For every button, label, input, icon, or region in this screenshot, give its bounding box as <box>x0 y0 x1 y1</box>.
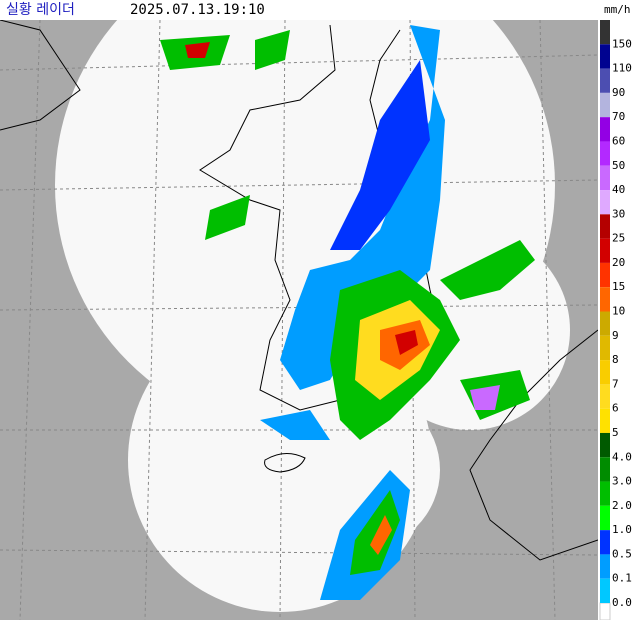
legend-swatch <box>600 360 610 385</box>
unit: mm/h <box>604 3 631 16</box>
legend-swatch <box>600 311 610 336</box>
legend-label: 40 <box>612 183 625 196</box>
legend-label: 90 <box>612 86 625 99</box>
legend-label: 10 <box>612 305 625 318</box>
legend-label: 0.0 <box>612 596 632 609</box>
legend-swatch <box>600 214 610 239</box>
legend-swatch <box>600 554 610 579</box>
legend-swatch <box>600 432 610 458</box>
legend-swatch <box>600 505 610 531</box>
legend-swatch <box>600 530 610 555</box>
legend-label: 0.5 <box>612 547 632 560</box>
legend-label: 0.1 <box>612 572 632 585</box>
timestamp: 2025.07.13.19:10 <box>130 2 265 18</box>
legend-label: 3.0 <box>612 475 632 488</box>
legend-swatch <box>600 141 610 166</box>
legend-label: 70 <box>612 110 625 123</box>
legend-swatch <box>600 92 610 118</box>
legend-swatch <box>600 335 610 361</box>
legend-swatch <box>600 190 610 215</box>
legend-label: 1.0 <box>612 523 632 536</box>
map <box>0 20 598 620</box>
legend: 150 110 90 70 60 50 40 30 25 20 15 10 9 8 7 6 5 4.0 3.0 2.0… <box>599 20 632 621</box>
legend-swatch-blank <box>599 602 611 621</box>
legend-swatch <box>600 165 610 191</box>
legend-swatch <box>600 408 610 433</box>
legend-swatch <box>600 238 610 263</box>
legend-swatch <box>600 44 610 69</box>
legend-label: 8 <box>612 353 619 366</box>
legend-label: 5 <box>612 426 619 439</box>
legend-label: 4.0 <box>612 450 632 463</box>
legend-label: 60 <box>612 134 625 147</box>
title: 실황 레이더 <box>6 2 75 18</box>
legend-swatch <box>600 578 610 603</box>
legend-label: 20 <box>612 256 625 269</box>
legend-label: 110 <box>612 62 632 75</box>
legend-label: 50 <box>612 159 625 172</box>
precipitation <box>160 25 535 600</box>
legend-swatch <box>600 384 610 409</box>
legend-swatch <box>600 117 610 142</box>
legend-swatch <box>600 20 610 45</box>
legend-swatch <box>600 287 610 312</box>
legend-swatch <box>600 457 610 482</box>
grid <box>0 20 598 620</box>
legend-label: 15 <box>612 280 625 293</box>
legend-label: 150 <box>612 37 632 50</box>
legend-swatch <box>600 481 610 506</box>
legend-label: 7 <box>612 377 619 390</box>
legend-swatch <box>600 262 610 288</box>
legend-swatch <box>600 68 610 93</box>
legend-label: 9 <box>612 329 619 342</box>
legend-label: 6 <box>612 402 619 415</box>
legend-label: 2.0 <box>612 499 632 512</box>
legend-label: 30 <box>612 207 625 220</box>
legend-label: 25 <box>612 232 625 245</box>
